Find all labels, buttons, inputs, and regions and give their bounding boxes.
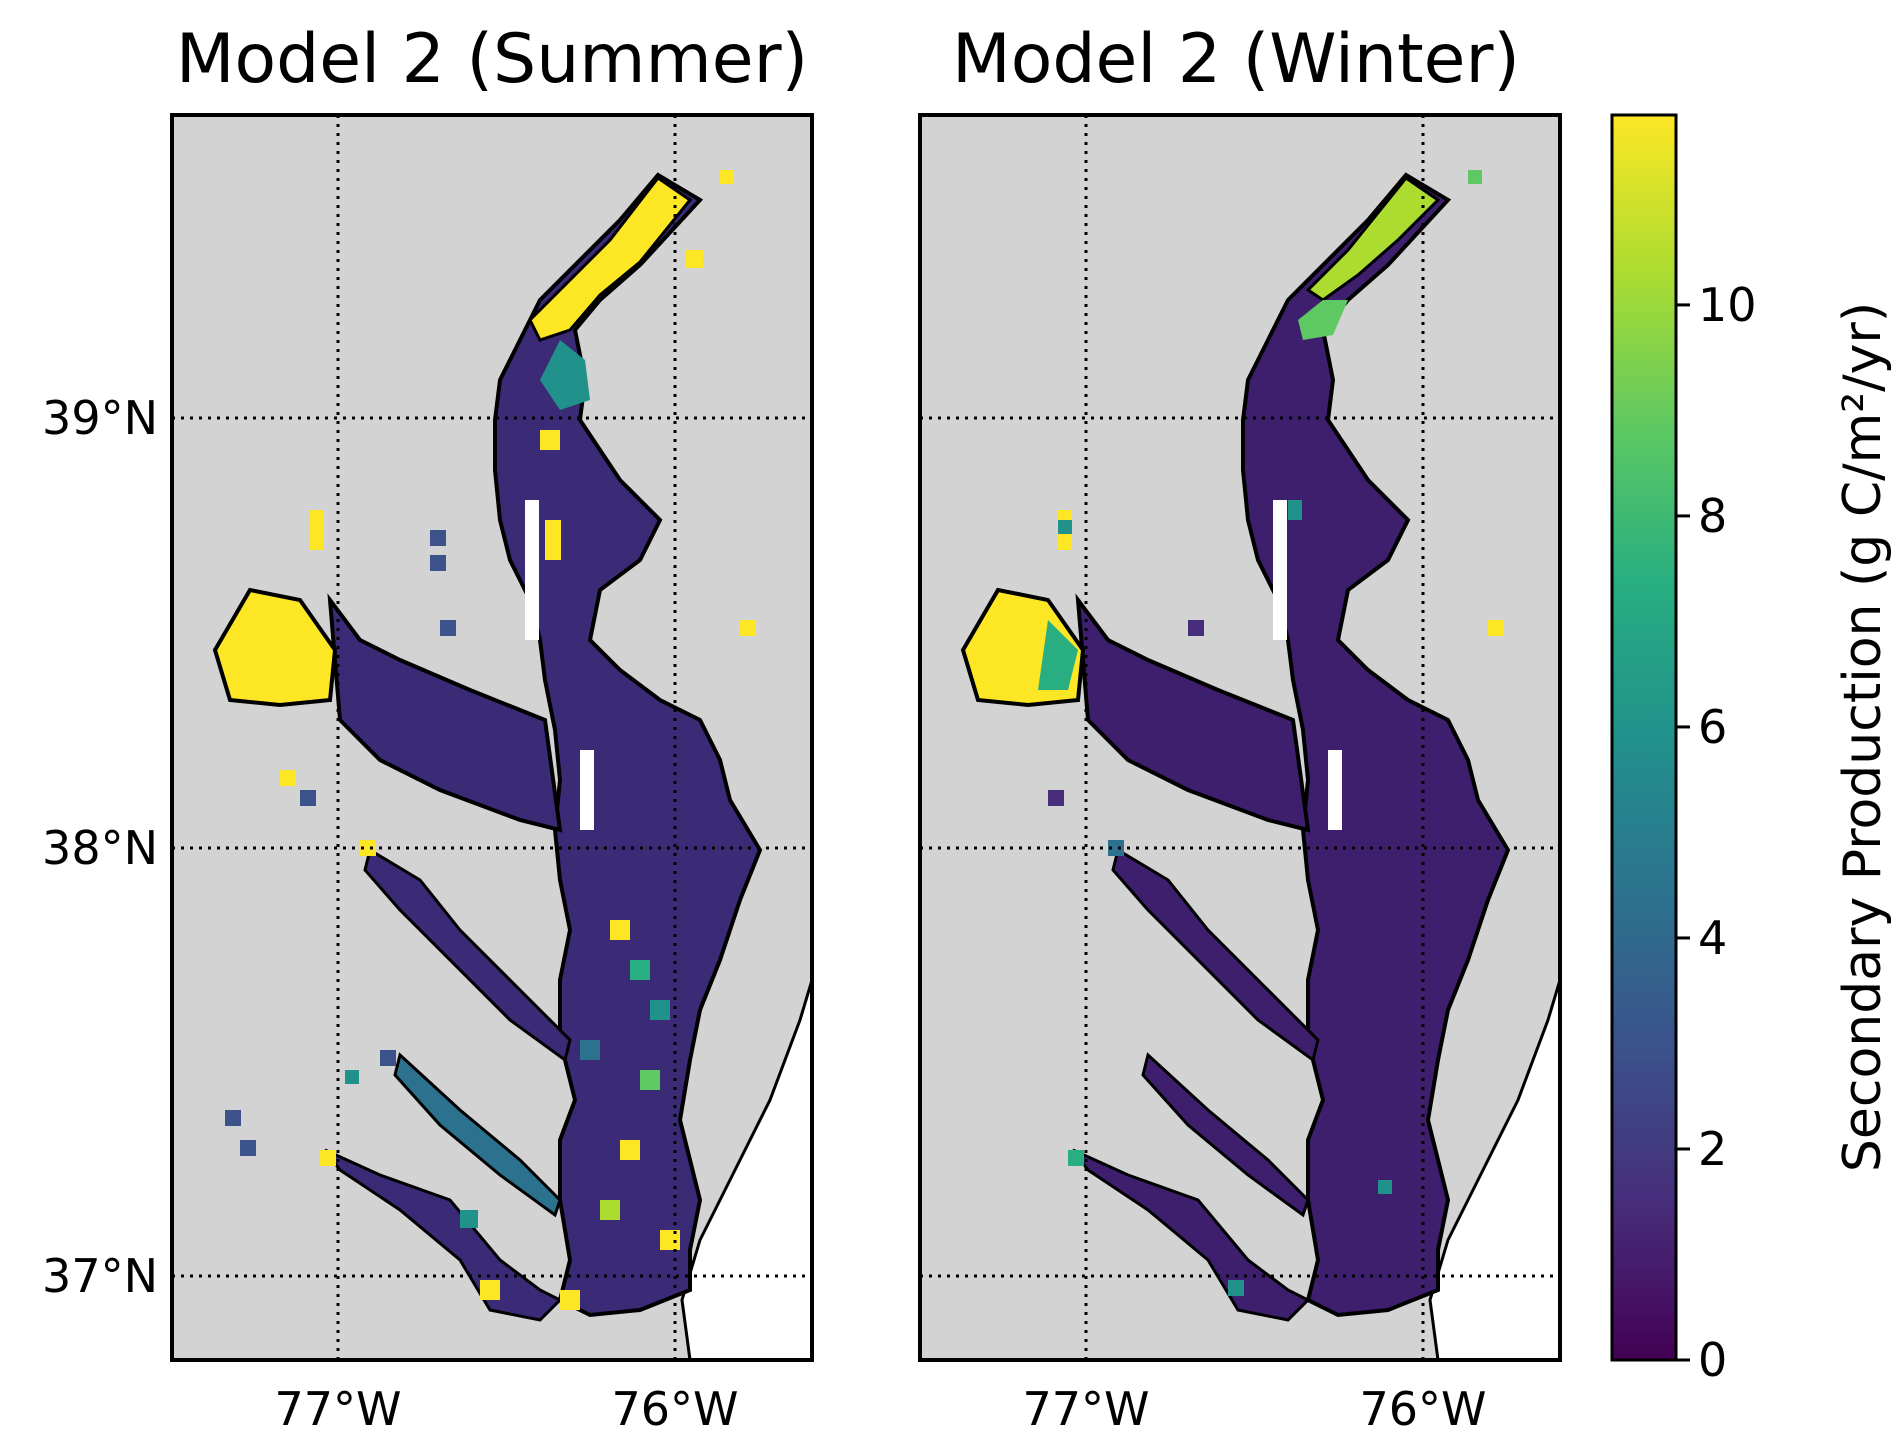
lat-tick-label: 38°N [42,821,158,875]
production-cells [1048,170,1504,1296]
upper-bay [1305,175,1441,302]
map-panel-winter: Model 2 (Winter) [918,20,1562,1436]
no-data [580,750,594,830]
no-data [525,500,539,640]
upper-bay [528,175,693,342]
york-river [393,1052,562,1218]
panel-title: Model 2 (Winter) [952,20,1520,99]
rappahannock-river [1111,847,1320,1063]
colorbar-tick-label: 8 [1698,489,1727,543]
rappahannock-river [363,847,572,1063]
colorbar-tick-label: 10 [1698,278,1757,332]
no-data [1273,500,1287,640]
potomac-mid [1038,620,1078,690]
potomac-river [1075,593,1311,833]
colorbar-label: Secondary Production (g C/m²/yr) [1833,302,1892,1172]
james-river [1071,1148,1311,1322]
colorbar-gradient [1610,113,1678,1362]
york-river [1141,1052,1310,1218]
potomac-upper [212,587,338,708]
lon-tick-label: 77°W [274,1382,401,1436]
upper-bay-mid [1298,300,1348,340]
lat-tick-label: 39°N [42,391,158,445]
ocean [680,979,812,1360]
no-data [1328,750,1342,830]
panel-title: Model 2 (Summer) [176,20,808,99]
lon-tick-label: 77°W [1022,1382,1149,1436]
potomac-river [327,593,563,833]
production-cells [225,170,756,1310]
colorbar: 0 2 4 6 8 10 Secondary Production (g C/m²/yr) [1610,113,1892,1387]
colorbar-tick-label: 6 [1698,700,1727,754]
lon-tick-label: 76°W [1359,1382,1486,1436]
gridlines [920,115,1560,1360]
ocean [1428,979,1560,1360]
map-panel-summer: Model 2 (Summer) [42,20,814,1436]
james-river [323,1148,563,1322]
colorbar-tick-label: 0 [1698,1333,1727,1387]
map-frame [918,113,1562,1362]
upper-bay-mid [540,340,590,410]
gridlines [172,115,812,1360]
lat-tick-label: 37°N [42,1249,158,1303]
map-frame [170,113,814,1362]
colorbar-tick-label: 2 [1698,1122,1727,1176]
colorbar-tick-label: 4 [1698,911,1727,965]
lon-tick-label: 76°W [611,1382,738,1436]
